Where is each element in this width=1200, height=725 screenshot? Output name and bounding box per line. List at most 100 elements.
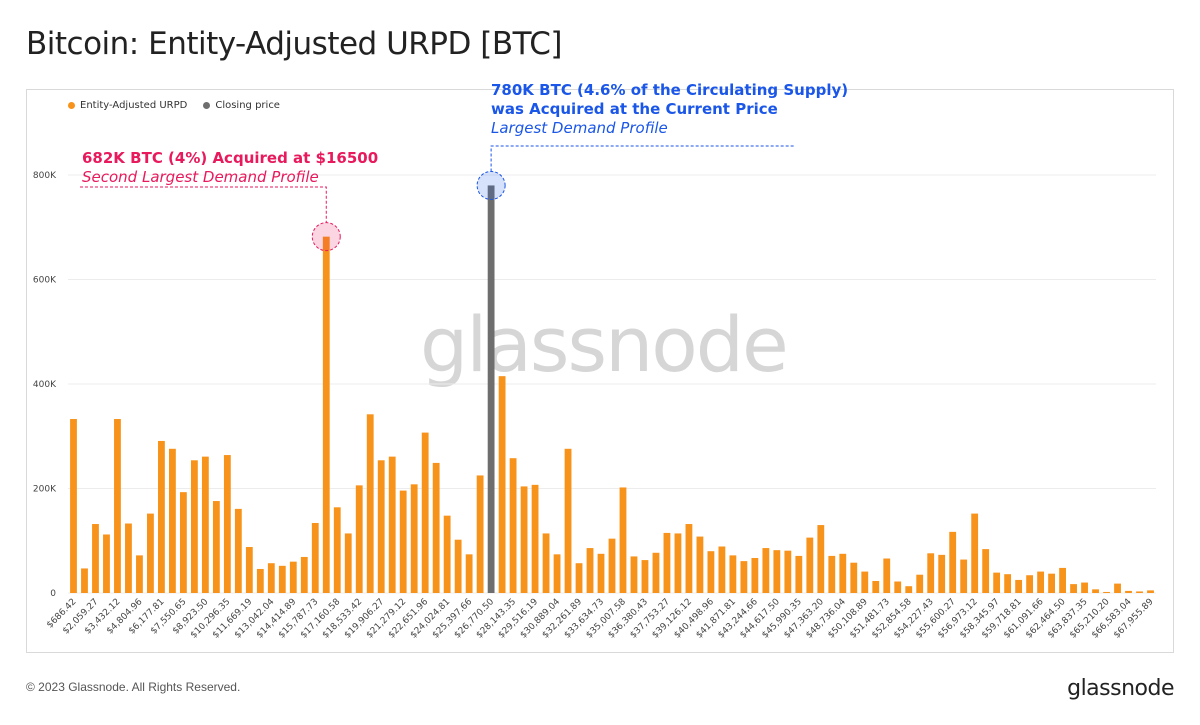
y-tick-label: 600K <box>33 276 57 286</box>
urpd-bar <box>476 475 484 593</box>
urpd-bar <box>652 552 660 593</box>
urpd-bar <box>850 562 858 593</box>
urpd-bar <box>729 555 737 593</box>
legend-dot-urpd <box>68 102 75 109</box>
urpd-bar <box>1070 584 1077 593</box>
urpd-bar <box>70 419 77 593</box>
urpd-bar <box>388 456 396 593</box>
urpd-bar <box>454 539 462 593</box>
urpd-bar <box>114 419 121 593</box>
urpd-bar <box>630 556 638 593</box>
annotation-largest-demand: 780K BTC (4.6% of the Circulating Supply… <box>491 81 848 138</box>
chart-legend: Entity-Adjusted URPD Closing price <box>68 100 280 111</box>
urpd-bar <box>795 555 803 593</box>
urpd-bar <box>1103 591 1110 593</box>
urpd-bar <box>256 568 264 593</box>
urpd-bar <box>586 548 594 593</box>
urpd-bar <box>971 513 979 593</box>
urpd-bar <box>949 531 957 593</box>
urpd-bar <box>1026 575 1034 593</box>
footer-copyright: © 2023 Glassnode. All Rights Reserved. <box>26 680 241 694</box>
annotation-second-demand: 682K BTC (4%) Acquired at $16500 Second … <box>82 149 378 187</box>
chart-panel <box>26 89 1174 653</box>
urpd-bar <box>1114 583 1121 593</box>
urpd-bar <box>179 492 187 593</box>
urpd-bar <box>147 513 154 593</box>
urpd-bar <box>927 553 935 593</box>
legend-item-urpd[interactable]: Entity-Adjusted URPD <box>68 100 187 111</box>
urpd-bar <box>1015 579 1023 593</box>
urpd-bar <box>344 533 352 593</box>
urpd-bar <box>377 460 385 593</box>
urpd-bar <box>81 568 88 593</box>
largest-leader <box>490 145 795 172</box>
urpd-bar <box>872 580 880 593</box>
urpd-bar <box>762 548 770 593</box>
urpd-bar <box>861 571 869 593</box>
urpd-bar <box>542 533 550 593</box>
urpd-bar <box>212 501 220 593</box>
urpd-bar <box>300 556 308 593</box>
urpd-bar <box>564 448 572 593</box>
urpd-bar <box>520 486 528 593</box>
urpd-bar <box>1136 591 1143 593</box>
urpd-bar <box>905 586 913 593</box>
urpd-bar <box>784 550 792 593</box>
y-tick-label: 400K <box>33 380 57 390</box>
urpd-bar <box>982 549 990 593</box>
urpd-bar <box>201 456 209 593</box>
urpd-bar <box>663 532 671 593</box>
urpd-bar <box>1037 571 1045 593</box>
urpd-bar <box>674 533 682 593</box>
urpd-bar <box>751 557 759 593</box>
urpd-bar <box>125 523 132 593</box>
legend-item-price[interactable]: Closing price <box>203 100 280 111</box>
urpd-bar <box>168 448 176 593</box>
annotation-second-sub: Second Largest Demand Profile <box>82 168 319 186</box>
urpd-bar <box>828 555 836 593</box>
page-title: Bitcoin: Entity-Adjusted URPD [BTC] <box>26 26 562 62</box>
urpd-bar <box>355 485 363 593</box>
urpd-bar <box>190 460 198 593</box>
urpd-bar <box>1004 574 1012 593</box>
second-largest-leader <box>80 186 327 223</box>
urpd-bar <box>410 484 418 593</box>
annotation-largest-line2: was Acquired at the Current Price <box>491 100 778 118</box>
urpd-bar <box>817 525 825 593</box>
urpd-bar <box>421 432 429 593</box>
urpd-bar <box>597 553 605 593</box>
urpd-bar <box>707 551 715 593</box>
urpd-bar <box>608 538 616 593</box>
urpd-bar <box>685 524 693 593</box>
urpd-bar <box>322 236 330 593</box>
urpd-bar <box>245 547 253 593</box>
legend-dot-price <box>203 102 211 109</box>
urpd-bar <box>234 508 242 593</box>
urpd-bar <box>531 484 539 593</box>
annotation-largest-line1: 780K BTC (4.6% of the Circulating Supply… <box>491 81 849 99</box>
second-largest-highlight <box>311 222 341 252</box>
urpd-bar <box>1059 567 1066 593</box>
urpd-bar <box>103 534 110 593</box>
urpd-bar <box>718 546 726 593</box>
urpd-bar <box>619 487 627 593</box>
urpd-bar <box>432 462 440 593</box>
watermark-logo: glassnode <box>420 300 789 389</box>
urpd-bar <box>311 522 319 593</box>
urpd-bar <box>223 455 231 593</box>
urpd-bar <box>1081 582 1088 593</box>
urpd-bar <box>641 560 649 593</box>
urpd-bar <box>509 458 517 593</box>
y-tick-label: 800K <box>33 171 57 181</box>
urpd-bar <box>960 559 968 593</box>
urpd-bar <box>1048 573 1056 593</box>
urpd-bar <box>399 490 407 593</box>
y-tick-label: 0 <box>50 589 56 599</box>
urpd-bar <box>883 558 891 593</box>
urpd-bar <box>1147 590 1154 593</box>
urpd-bar <box>696 536 704 593</box>
urpd-bar <box>740 561 748 593</box>
urpd-bar <box>465 554 473 593</box>
legend-label-urpd: Entity-Adjusted URPD <box>80 100 188 111</box>
